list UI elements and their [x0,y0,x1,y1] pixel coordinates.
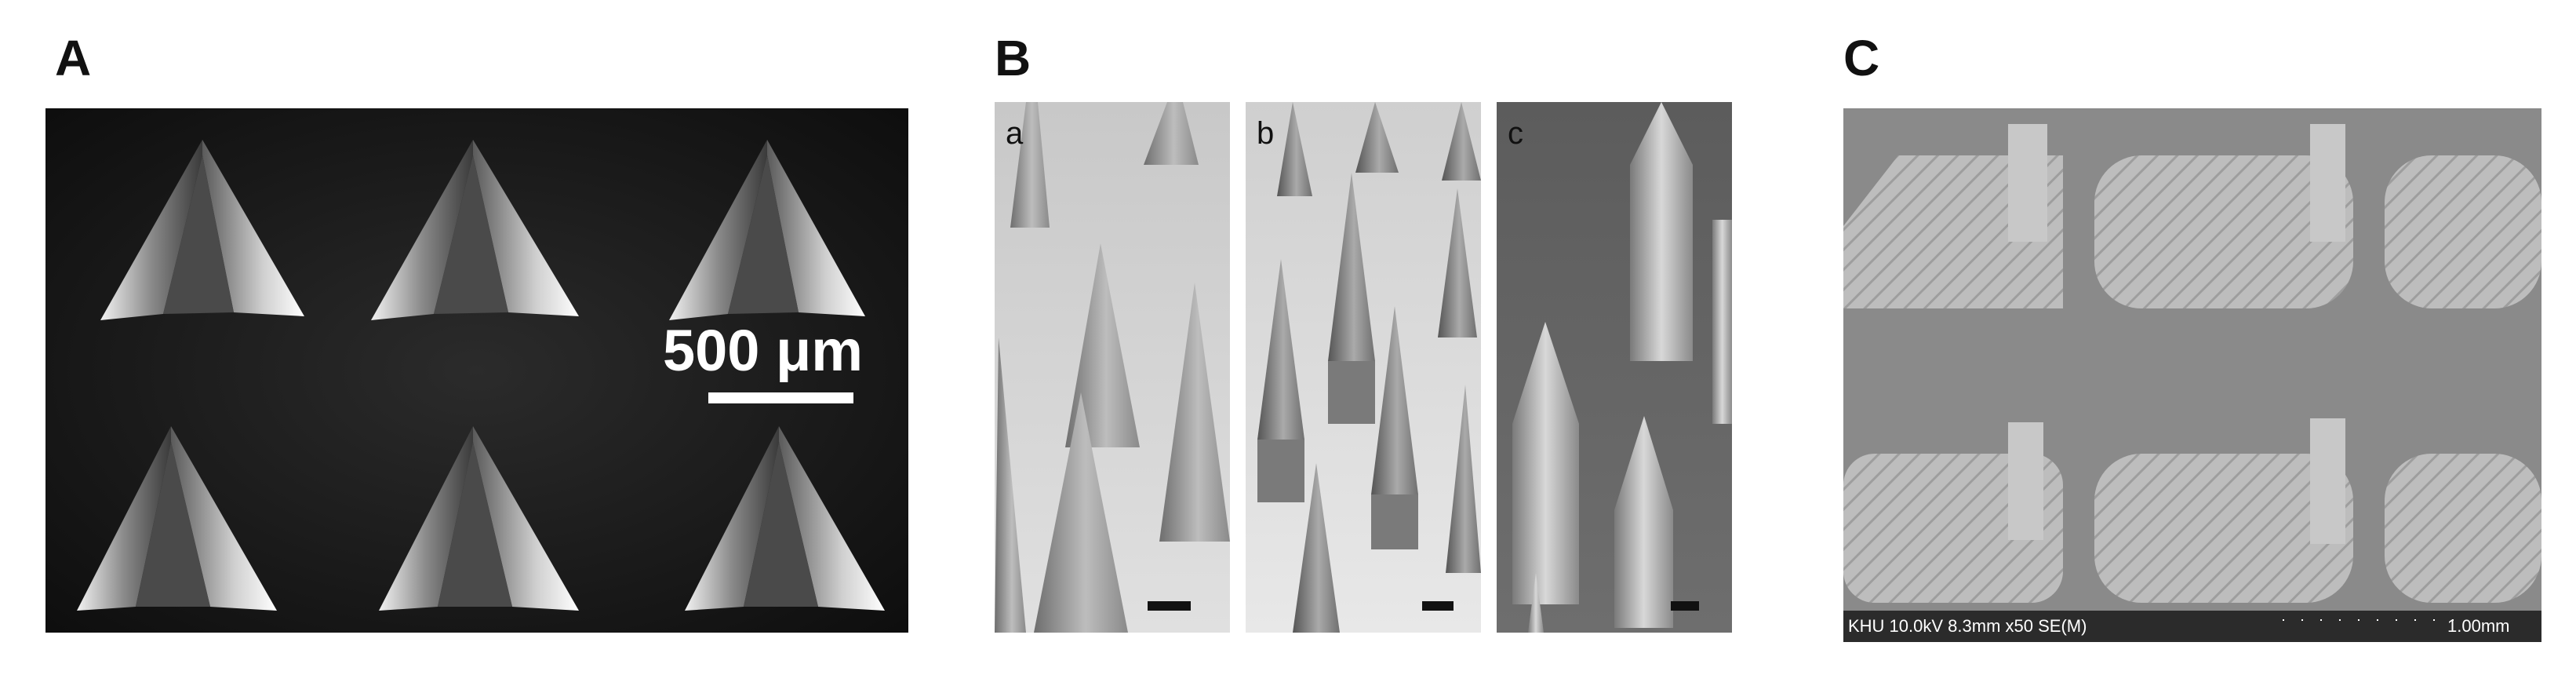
pyramid-5 [379,426,579,611]
panel-b-sem-image-c [1497,102,1732,633]
pyramid-4 [77,426,277,611]
panel-c-sem-image [1843,108,2541,642]
panel-a-sem-image [45,108,908,633]
pyramid-6 [685,426,885,611]
sem-info-text: KHU 10.0kV 8.3mm x50 SE(M) [1848,616,2087,636]
panel-label-b: B [995,30,1031,86]
pyramid-1 [100,140,304,320]
scale-bar [1148,601,1191,611]
scale-bar [1422,601,1454,611]
pyramid-2 [371,140,579,320]
scale-bar [708,392,853,403]
sem-scale-label: 1.00mm [2447,616,2510,636]
panel-b-sublabel-b: b [1257,116,1275,151]
panel-b-sem-image-a [995,102,1230,633]
scale-bar [1671,601,1699,611]
panel-b-sublabel-a: a [1006,116,1024,151]
scale-bar-label: 500 μm [663,318,864,383]
panel-b-sem-image-b [1246,102,1481,633]
panel-label-c: C [1843,30,1880,86]
pyramid-3 [669,140,865,320]
panel-b-sublabel-c: c [1508,116,1523,151]
panel-label-a: A [55,30,92,86]
